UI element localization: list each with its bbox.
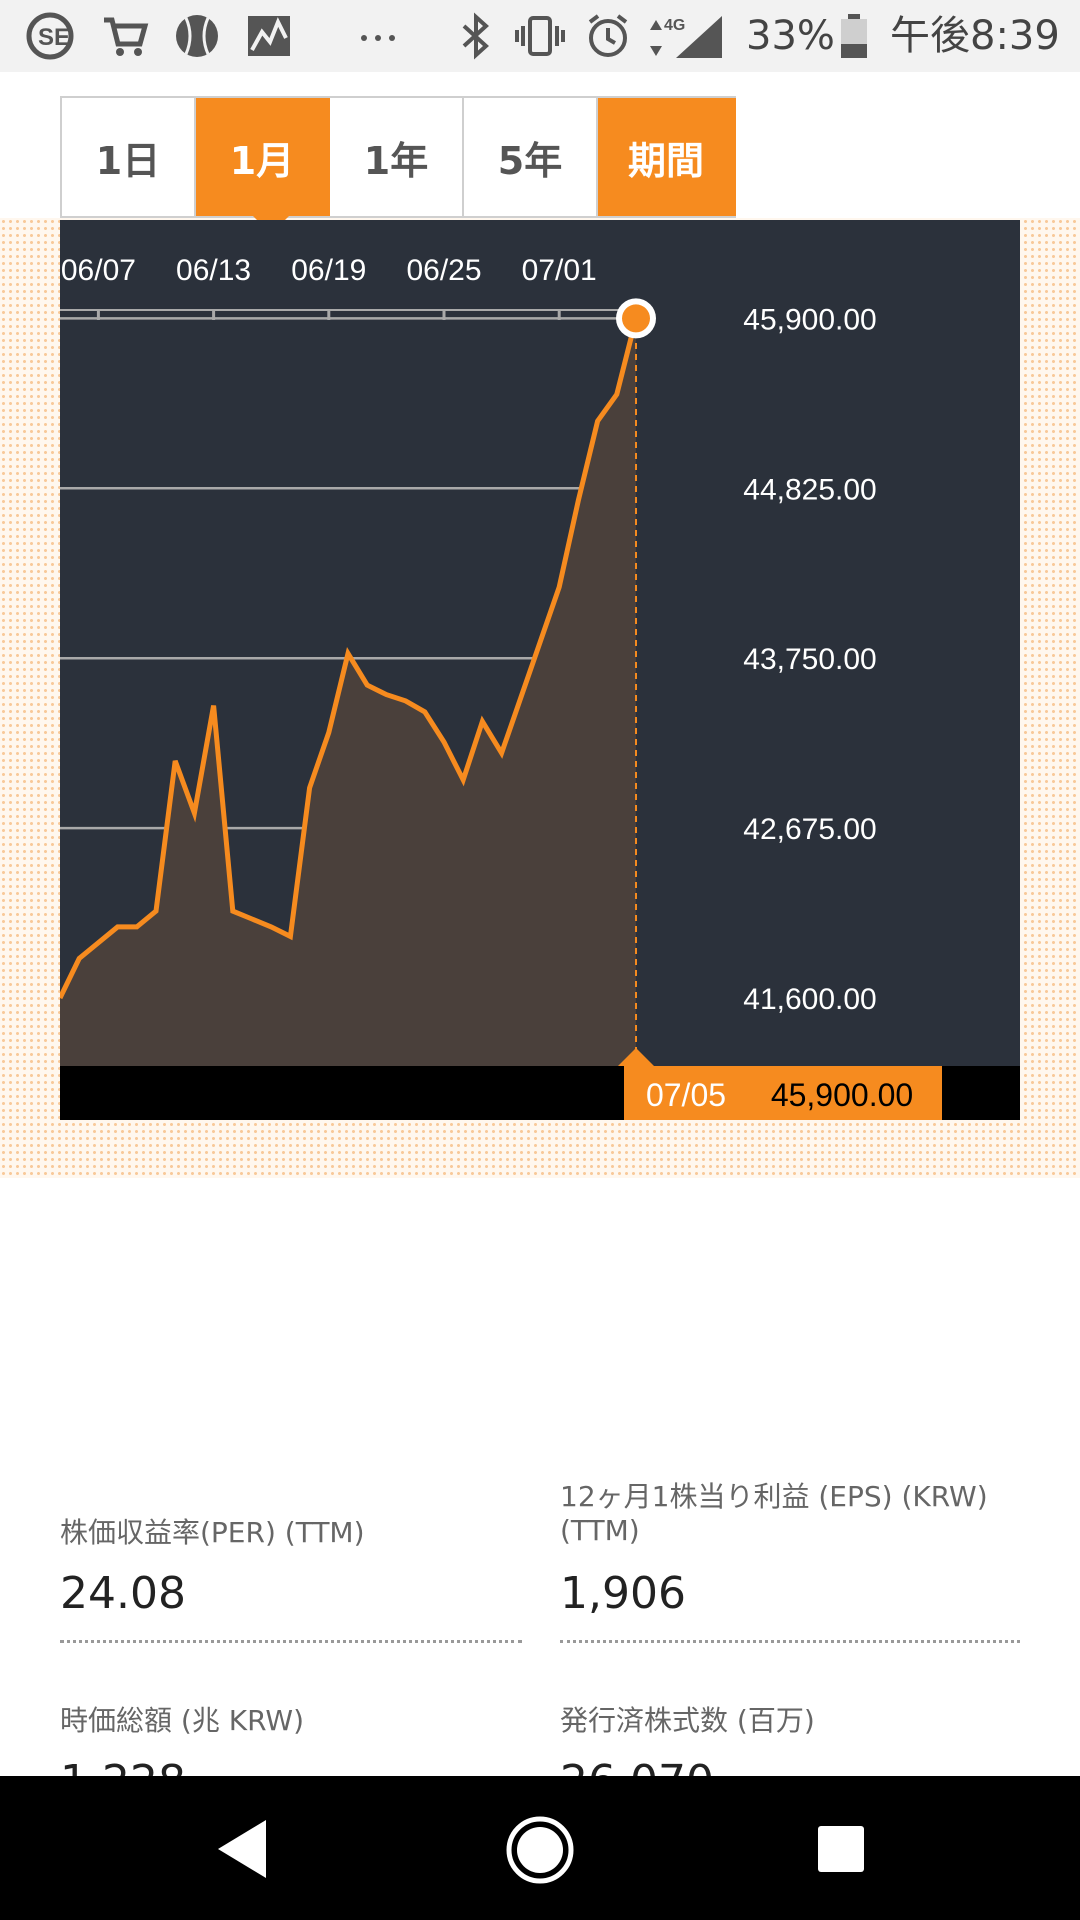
bluetooth-icon bbox=[462, 12, 489, 60]
battery-icon bbox=[841, 14, 867, 58]
tooltip-pointer bbox=[618, 1048, 654, 1066]
shares-outstanding-label: 発行済株式数 (百万) bbox=[560, 1704, 815, 1737]
status-bar: SE 4G 33% 午後8:39 bbox=[0, 0, 1080, 72]
tooltip-value: 45,900.00 bbox=[771, 1077, 913, 1113]
price-area bbox=[60, 318, 636, 1066]
more-dots-icon bbox=[361, 35, 395, 41]
y-tick-label: 41,600.00 bbox=[743, 983, 876, 1016]
alarm-icon bbox=[588, 14, 628, 57]
per-value: 24.08 bbox=[60, 1568, 186, 1619]
divider bbox=[60, 1640, 522, 1643]
divider bbox=[560, 1640, 1020, 1643]
tooltip-value-box bbox=[762, 1066, 942, 1120]
x-tick-label: 06/19 bbox=[291, 254, 366, 287]
x-tick-label: 06/13 bbox=[176, 254, 251, 287]
x-tick-label: 07/01 bbox=[522, 254, 597, 287]
tab-1-year[interactable]: 1年 bbox=[330, 98, 464, 216]
home-icon[interactable] bbox=[504, 1814, 576, 1886]
eps-label: 12ヶ月1株当り利益 (EPS) (KRW) (TTM) bbox=[560, 1480, 988, 1547]
tab-1-day[interactable]: 1日 bbox=[62, 98, 196, 216]
selected-point[interactable] bbox=[622, 304, 650, 333]
clock: 午後8:39 bbox=[890, 13, 1060, 59]
navigation-bar bbox=[0, 1776, 1080, 1920]
baseball-icon bbox=[176, 15, 218, 57]
x-tick-label: 06/25 bbox=[406, 254, 481, 287]
price-line bbox=[57, 317, 639, 1000]
se-icon: SE bbox=[26, 12, 74, 60]
x-tick-label: 06/07 bbox=[61, 254, 136, 287]
period-tabs: 1日 1月 1年 5年 期間 bbox=[60, 96, 736, 234]
price-chart[interactable]: 06/07 06/13 06/19 06/25 07/01 45,900.00 44,82… bbox=[57, 220, 1020, 1120]
svg-text:SE: SE bbox=[38, 24, 70, 51]
svg-text:4G: 4G bbox=[664, 17, 685, 34]
y-tick-label: 43,750.00 bbox=[743, 643, 876, 676]
tab-5-year[interactable]: 5年 bbox=[464, 98, 598, 216]
tab-1-month[interactable]: 1月 bbox=[196, 98, 330, 234]
signal-4g-icon: 4G bbox=[650, 16, 722, 58]
recents-icon[interactable] bbox=[816, 1824, 866, 1874]
tooltip-date-box bbox=[624, 1066, 762, 1120]
per-label: 株価収益率(PER) (TTM) bbox=[60, 1516, 365, 1549]
cart-icon bbox=[104, 17, 149, 56]
market-cap-label: 時価総額 (兆 KRW) bbox=[60, 1704, 305, 1737]
tooltip-date: 07/05 bbox=[646, 1077, 726, 1113]
battery-percent: 33% bbox=[746, 13, 835, 59]
y-tick-label: 42,675.00 bbox=[743, 813, 876, 846]
price-chart-svg[interactable]: 06/07 06/13 06/19 06/25 07/01 45,900.00 44,82… bbox=[57, 220, 1020, 1120]
y-tick-label: 44,825.00 bbox=[743, 473, 876, 506]
chart-app-icon bbox=[248, 16, 290, 56]
y-tick-label: 45,900.00 bbox=[743, 303, 876, 336]
tab-period[interactable]: 期間 bbox=[598, 98, 736, 216]
vibrate-icon bbox=[515, 16, 565, 56]
eps-value: 1,906 bbox=[560, 1568, 686, 1619]
back-icon[interactable] bbox=[210, 1814, 274, 1884]
